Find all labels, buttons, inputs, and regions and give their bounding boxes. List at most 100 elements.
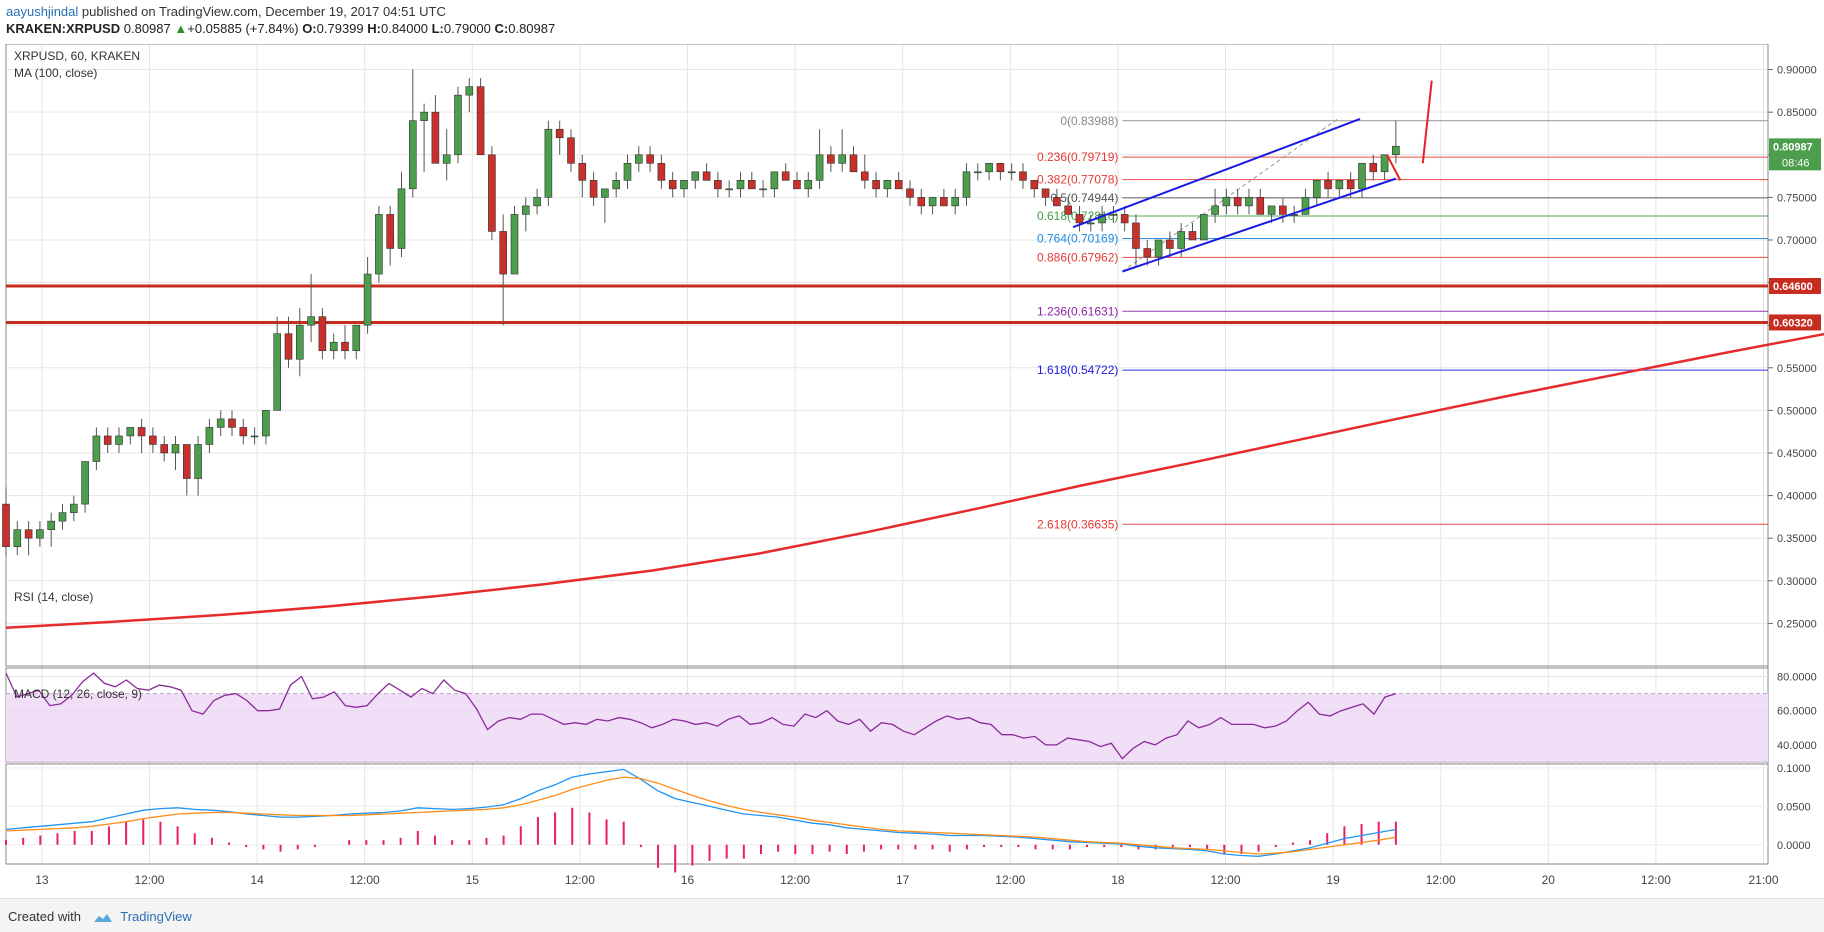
price-tick-label: 0.30000 [1777, 576, 1817, 588]
candles [2, 69, 1400, 556]
candle-body [2, 503, 10, 548]
candle-body [1132, 222, 1140, 249]
fib-label: 1.236(0.61631) [1037, 304, 1118, 318]
open-value: 0.79399 [316, 21, 364, 36]
candle-body [499, 231, 507, 275]
candle-body [488, 154, 496, 232]
time-tick-label: 13 [35, 873, 49, 887]
fib-label: 0.5(0.74944) [1050, 191, 1118, 205]
author-link[interactable]: aayushjindal [6, 4, 79, 19]
candle-body [1358, 162, 1366, 190]
candle-body [1392, 145, 1400, 156]
candle-body [216, 418, 225, 428]
candle-body [1177, 231, 1185, 249]
candle-body [1086, 222, 1095, 225]
price-tick-label: 0.55000 [1777, 363, 1817, 375]
candle-body [917, 197, 926, 207]
candle-body [714, 180, 722, 190]
candle-body [1041, 188, 1050, 198]
candle-body [1188, 231, 1197, 241]
fib-label: 0.236(0.79719) [1037, 150, 1118, 164]
time-tick-label: 17 [896, 873, 910, 887]
macd-legend: MACD (12, 26, close, 9) [14, 687, 142, 701]
candle-body [702, 171, 711, 181]
support-price-tag [1769, 314, 1821, 331]
candle-body [1154, 239, 1163, 258]
tradingview-link[interactable]: TradingView [120, 909, 192, 924]
candle-body [872, 180, 880, 190]
candle-body [894, 180, 903, 190]
quote-line: KRAKEN:XRPUSD 0.80987 ▲+0.05885 (+7.84%)… [6, 21, 555, 36]
rsi-band [6, 693, 1768, 762]
candle-body [454, 94, 462, 156]
legends: XRPUSD, 60, KRAKEN MA (100, close) RSI (… [14, 49, 142, 701]
candle-body [397, 188, 406, 249]
signal-line [5, 776, 1397, 855]
fib-label: 0.886(0.67962) [1037, 250, 1118, 264]
candle-body [1030, 180, 1039, 190]
price-tick-label: 0.50000 [1777, 405, 1817, 417]
candle-body [36, 529, 44, 539]
time-tick-label: 16 [681, 873, 695, 887]
candle-body [668, 180, 677, 190]
time-tick-label: 12:00 [1426, 873, 1456, 887]
annotations[interactable] [1386, 80, 1433, 181]
candle-body [24, 529, 33, 539]
time-tick-label: 18 [1111, 873, 1125, 887]
candle-body [747, 180, 756, 190]
time-tick-label: 12:00 [780, 873, 810, 887]
channel-upper-line [1072, 118, 1361, 229]
price-tick-label: 0.90000 [1777, 65, 1817, 77]
high-label: H: [367, 21, 381, 36]
time-tick-label: 14 [250, 873, 264, 887]
candle-body [103, 435, 112, 445]
candle-body [126, 427, 135, 437]
candle-body [1211, 205, 1219, 215]
candle-body [81, 461, 89, 505]
candle-body [589, 180, 598, 198]
support-price-tag-label: 0.60320 [1773, 317, 1813, 329]
rsi-tick-label: 40.0000 [1777, 740, 1817, 752]
support-price-tag [1769, 277, 1821, 294]
candle-body [1222, 197, 1231, 207]
candle-body [431, 111, 440, 164]
candle-body [352, 324, 361, 352]
time-tick-label: 12:00 [1641, 873, 1671, 887]
ma-line [5, 332, 1824, 629]
candle-body [250, 435, 259, 438]
candle-body [601, 188, 609, 198]
close-label: C: [494, 21, 509, 36]
candle-body [1279, 205, 1287, 215]
close-value: 0.80987 [508, 21, 556, 36]
candle-body [951, 197, 959, 207]
price-tick-label: 0.85000 [1777, 107, 1817, 119]
fib-label: 1.618(0.54722) [1037, 363, 1118, 377]
time-tick-label: 15 [466, 873, 480, 887]
candle-body [770, 171, 779, 190]
candle-body [329, 341, 338, 352]
candle-body [160, 444, 168, 454]
bar-countdown-label: 08:46 [1782, 157, 1810, 169]
ma-legend: MA (100, close) [14, 66, 97, 80]
low-value: 0.79000 [443, 21, 491, 36]
macd-tick-label: 0.0500 [1777, 801, 1811, 813]
time-tick-label: 20 [1542, 873, 1556, 887]
candle-body [804, 180, 813, 190]
time-axis[interactable]: 13 12:00 14 12:00 15 12:00 16 12:00 17 12:00 18 12:… [35, 873, 1779, 887]
chart-canvas[interactable]: 0(0.83988) 0.236(0.79719) 0.382(0.77078) 0.… [0, 44, 1824, 898]
candle-body [985, 162, 993, 173]
candle-body [759, 188, 767, 191]
candle-body [182, 444, 191, 479]
trend-channel[interactable] [1072, 118, 1397, 273]
created-with-label: Created with [8, 909, 81, 924]
candle-body [827, 154, 835, 164]
candle-body [838, 154, 846, 164]
candle-body [725, 188, 733, 191]
candle-body [1256, 197, 1265, 215]
candle-body [691, 171, 700, 181]
candle-body [793, 180, 801, 190]
footer-text: Created with TradingView [8, 909, 192, 924]
candle-body [510, 214, 519, 275]
price-change: +0.05885 (+7.84%) [187, 21, 299, 36]
candle-body [386, 214, 394, 249]
